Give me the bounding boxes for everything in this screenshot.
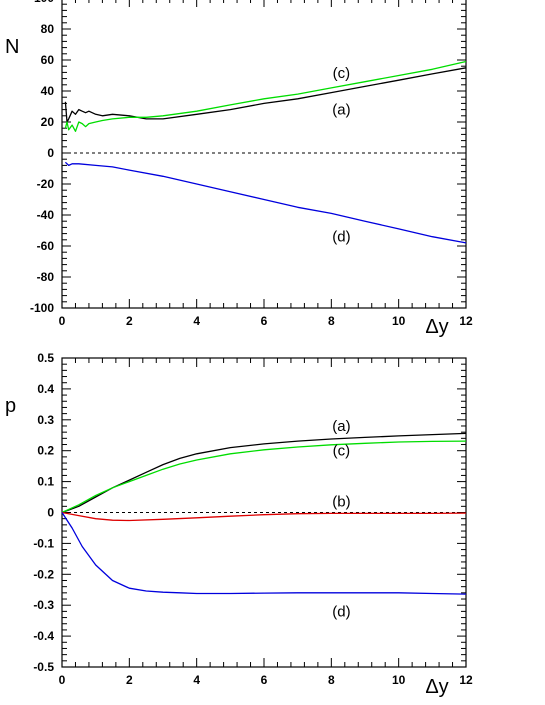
x-tick-label: 8 [328,314,335,328]
y-tick-label: 0.5 [37,351,54,365]
y-tick-label: 40 [41,84,55,98]
curve-label-d: (d) [332,229,350,246]
y-tick-label: -100 [30,301,54,315]
plot-frame [61,0,467,309]
y-axis-title: p [5,395,16,417]
x-tick-label: 12 [459,673,473,687]
y-tick-label: -0.4 [33,629,54,643]
y-tick-label: -0.2 [33,567,54,581]
curve-label-c: (c) [333,443,351,460]
panel-top-n-chart: 0 2 4 6 8 10 12 -100 -80 -60 -40 -20 0 20 40 60 80 100 Δy N… [5,0,473,338]
x-tick-label: 2 [126,673,133,687]
y-tick-label: 0.4 [37,382,54,396]
x-tick-label: 6 [261,314,268,328]
x-tick-label: 6 [261,673,268,687]
y-tick-label: -60 [37,239,55,253]
y-tick-label: -0.3 [33,598,54,612]
x-axis-title: Δy [425,676,448,698]
y-tick-label: -80 [37,270,55,284]
series-line-a [61,432,467,514]
panel-bottom-p-chart: 0 2 4 6 8 10 12 -0.5 -0.4 -0.3 -0.2 -0.1 0 0.1 0.2 0.3 0… [5,351,473,698]
y-tick-label: 100 [34,0,54,5]
y-tick-label: 0 [47,506,54,520]
x-axis-title: Δy [425,316,448,338]
y-tick-label: 0 [47,146,54,160]
y-tick-label: -20 [37,177,55,191]
x-tick-label: 10 [392,673,406,687]
curve-label-b: (b) [332,494,350,511]
series-line-d [61,512,467,595]
x-tick-label: 12 [459,314,473,328]
x-tick-label: 4 [193,673,200,687]
y-tick-label: 0.1 [37,475,54,489]
series-line-c [64,60,467,132]
y-tick-label: 0.3 [37,413,54,427]
series-line-d [64,161,467,244]
y-tick-label: -0.1 [33,536,54,550]
x-tick-label: 2 [126,314,133,328]
y-tick-label: 80 [41,22,55,36]
y-tick-label: 0.2 [37,444,54,458]
curve-label-a: (a) [332,102,350,119]
y-axis-title: N [5,36,19,58]
series-line-b [61,511,467,522]
x-tick-label: 10 [392,314,406,328]
x-tick-label: 0 [59,314,66,328]
series-line-a [64,67,467,123]
y-tick-label: -0.5 [33,660,54,674]
series-line-c [61,440,467,514]
curve-label-d: (d) [332,603,350,620]
x-tick-label: 8 [328,673,335,687]
x-tick-label: 0 [59,673,66,687]
curve-label-a: (a) [332,418,350,435]
y-tick-label: 60 [41,53,55,67]
curve-label-c: (c) [333,65,351,82]
y-tick-label: -40 [37,208,55,222]
x-tick-label: 4 [193,314,200,328]
y-tick-label: 20 [41,115,55,129]
